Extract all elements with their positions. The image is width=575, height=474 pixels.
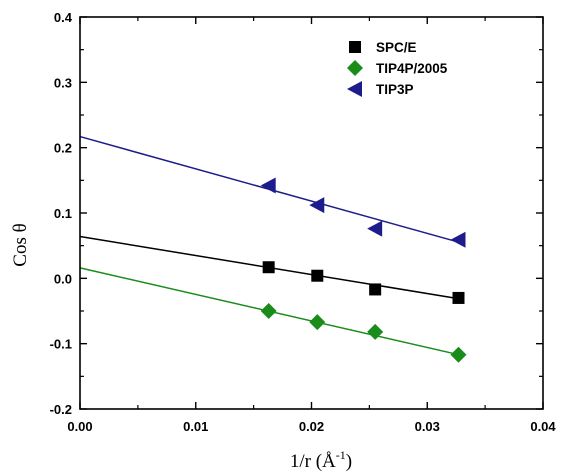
x-axis-title-close: ) (346, 451, 352, 472)
legend-marker-spc-e (349, 41, 361, 53)
data-point-tip3p (367, 220, 383, 237)
x-tick-label: 0.02 (299, 419, 324, 434)
y-tick-label: 0.0 (54, 271, 72, 286)
y-tick-label: -0.2 (50, 402, 72, 417)
data-point-tip4p-2005 (367, 323, 384, 340)
data-point-spc-e (452, 291, 465, 304)
legend: SPC/E TIP4P/2005 TIP3P (347, 40, 448, 97)
y-tick-label: 0.2 (54, 141, 72, 156)
legend-marker-tip3p (347, 81, 362, 97)
axes: 0.00 0.01 0.02 0.03 0.04 -0.2 -0.1 0.0 0.1 0.2 0.3… (50, 10, 557, 434)
y-tick-label: 0.3 (54, 75, 72, 90)
data-point-spc-e (311, 269, 324, 282)
legend-label-tip4p-2005: TIP4P/2005 (376, 61, 448, 76)
x-axis-title-exponent: -1 (336, 448, 346, 462)
y-tick-label: 0.4 (54, 10, 73, 25)
x-tick-label: 0.03 (415, 419, 440, 434)
data-point-tip3p (309, 197, 325, 214)
data-point-tip3p (450, 231, 466, 248)
y-axis-title: Cos θ (10, 223, 31, 266)
x-axis-title: 1/r (Å-1) (290, 448, 352, 472)
x-tick-label: 0.04 (530, 419, 556, 434)
legend-label-spc-e: SPC/E (376, 40, 417, 55)
legend-label-tip3p: TIP3P (376, 82, 414, 97)
legend-marker-tip4p-2005 (347, 60, 363, 76)
data-point-tip4p-2005 (450, 346, 467, 363)
data-point-spc-e (262, 261, 275, 274)
plot-frame (79, 16, 544, 410)
data-point-tip3p (260, 177, 276, 194)
y-tick-label: -0.1 (50, 337, 72, 352)
data-point-spc-e (369, 283, 382, 296)
x-tick-label: 0.00 (67, 419, 92, 434)
x-axis-title-main: 1/r (Å (290, 451, 336, 472)
fit-lines (79, 135, 463, 357)
x-tick-label: 0.01 (183, 419, 208, 434)
y-tick-label: 0.1 (54, 206, 72, 221)
data-markers (260, 177, 467, 363)
data-point-tip4p-2005 (309, 314, 326, 331)
data-point-tip4p-2005 (260, 303, 277, 319)
